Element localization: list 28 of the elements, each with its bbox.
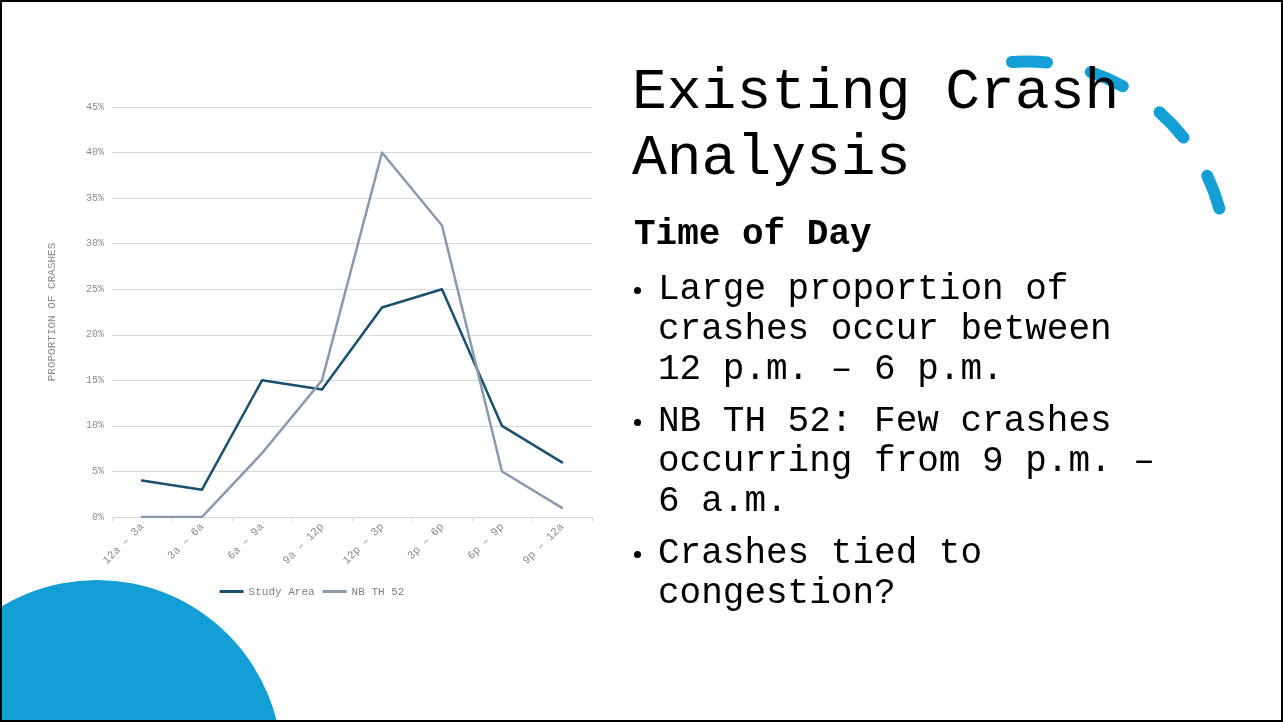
y-axis-title: PROPORTION OF CRASHES [45,242,58,382]
y-tick-label: 5% [91,465,104,477]
y-tick-label: 0% [91,511,104,523]
x-tick-label: 3p – 6p [405,520,447,562]
y-tick-label: 30% [85,238,104,250]
x-tick-label: 9p – 12a [520,520,567,567]
y-tick-label: 40% [85,147,104,159]
legend-label: NB TH 52 [351,585,405,598]
y-tick-label: 10% [85,420,104,432]
y-tick-label: 15% [85,374,104,386]
x-tick-label: 9a – 12p [280,520,327,567]
x-tick-label: 6p – 9p [465,520,507,562]
text: Large proportion of crashes occur between 12 p.m. – 6 p.m. [658,269,1113,390]
y-tick-label: 35% [85,192,104,204]
text: Existing Crash Analysis [632,60,1121,192]
text: Time of Day [634,214,872,255]
x-tick-label: 3a – 6a [165,520,207,562]
line-series [140,287,564,491]
y-tick-label: 20% [85,329,104,341]
text: NB TH 52: Few crashes occurring from 9 p.m. – 6 a.m. [658,401,1156,522]
legend-label: Study Area [248,585,315,598]
x-tick-label: 6a – 9a [225,520,267,562]
text: Crashes tied to congestion? [658,533,984,614]
x-tick-label: 12a – 3a [100,520,147,567]
x-tick-label: 12p – 3p [340,520,387,567]
y-tick-label: 45% [85,101,104,113]
y-tick-label: 25% [85,283,104,295]
line-series [140,151,564,519]
